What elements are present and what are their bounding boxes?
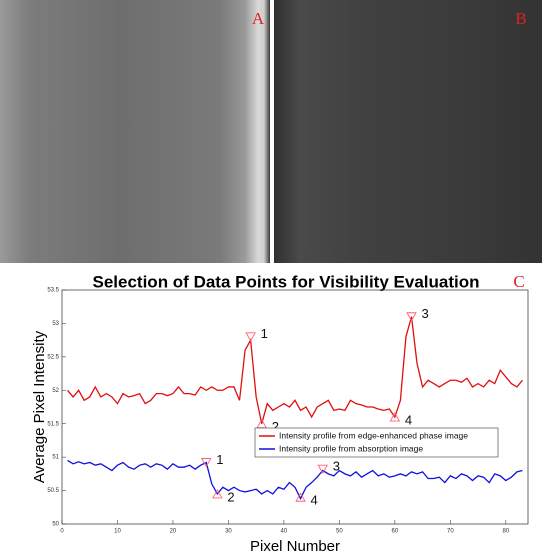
point-marker — [212, 488, 223, 499]
point-marker — [406, 312, 417, 322]
y-tick-label: 50.5 — [47, 488, 59, 494]
image-a — [0, 0, 270, 263]
x-tick-label: 0 — [60, 529, 64, 535]
x-tick-label: 20 — [170, 529, 177, 535]
point-label: 3 — [333, 459, 340, 474]
y-tick-label: 52 — [52, 388, 59, 394]
legend-label: Intensity profile from absorption image — [279, 443, 423, 453]
point-marker — [295, 492, 306, 502]
x-tick-label: 80 — [502, 529, 509, 535]
point-marker — [200, 458, 212, 468]
y-tick-label: 51.5 — [47, 421, 59, 427]
series-line — [67, 459, 523, 501]
y-tick-label: 52.5 — [47, 354, 59, 360]
y-tick-label: 53.5 — [47, 288, 59, 294]
point-label: 4 — [311, 493, 318, 508]
x-tick-label: 30 — [225, 529, 232, 535]
point-label: 3 — [422, 306, 429, 321]
panel-label: C — [513, 272, 524, 291]
y-axis-label: Average Pixel Intensity — [31, 330, 48, 483]
point-label: 1 — [216, 452, 223, 467]
image-b — [274, 0, 542, 263]
point-marker — [389, 412, 401, 422]
panel-label: A — [252, 9, 265, 28]
x-axis-label: Pixel Number — [250, 538, 340, 555]
panel-label: B — [515, 9, 526, 28]
y-tick-label: 50 — [52, 522, 59, 528]
y-tick-label: 53 — [52, 321, 59, 327]
y-tick-label: 51 — [52, 455, 59, 461]
point-label: 2 — [227, 489, 234, 504]
point-marker — [245, 332, 256, 342]
x-tick-label: 60 — [392, 529, 399, 535]
legend-box — [254, 427, 499, 458]
chart-title: Selection of Data Points for Visibility … — [93, 272, 480, 291]
x-tick-label: 50 — [336, 529, 343, 535]
legend-label: Intensity profile from edge-enhanced pha… — [279, 430, 468, 440]
plot-frame — [61, 289, 529, 525]
x-tick-label: 70 — [447, 529, 454, 535]
point-label: 4 — [405, 412, 412, 427]
point-marker — [317, 464, 329, 475]
x-tick-label: 40 — [281, 529, 288, 535]
point-label: 2 — [272, 419, 279, 434]
x-tick-label: 10 — [114, 529, 121, 535]
series-line — [67, 316, 523, 424]
point-label: 1 — [261, 326, 268, 341]
